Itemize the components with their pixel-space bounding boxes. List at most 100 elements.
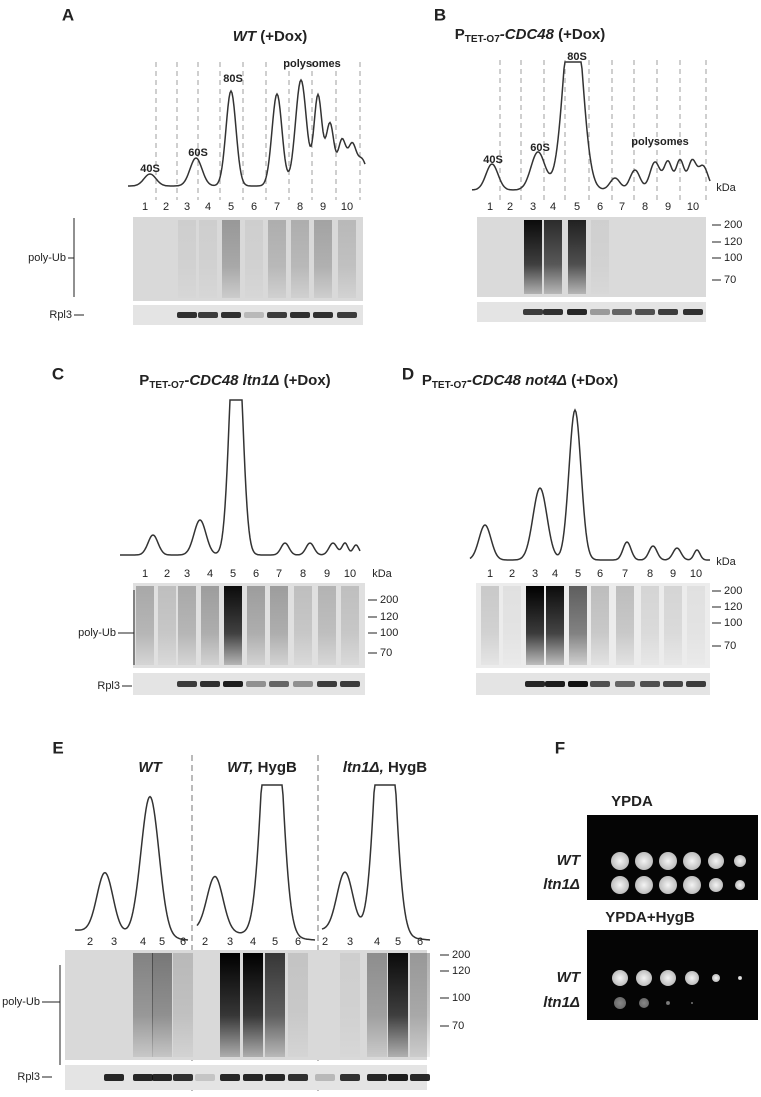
fraction-number: 6	[251, 201, 257, 213]
band	[658, 309, 678, 315]
strain-label: WT	[557, 852, 582, 869]
colony-spot	[614, 997, 626, 1009]
smear	[173, 953, 193, 1057]
fraction-number: 9	[670, 568, 676, 580]
fraction-number: 9	[324, 568, 330, 580]
title-part: (+Dox)	[279, 372, 330, 389]
peak-label: 80S	[567, 51, 587, 63]
fraction-number: 10	[344, 568, 356, 580]
smear	[152, 953, 172, 1057]
fraction-number: 6	[597, 201, 603, 213]
title-part: P	[455, 26, 465, 43]
smear	[133, 953, 153, 1057]
fraction-number: 7	[619, 201, 625, 213]
title-part: (+Dox)	[554, 26, 605, 43]
colony-spot	[735, 880, 745, 890]
peak-label: 40S	[483, 154, 503, 166]
smear	[481, 586, 499, 665]
panel-title: PTET-O7-CDC48 (+Dox)	[455, 26, 605, 45]
band	[388, 1074, 408, 1081]
strain-label: ltn1Δ	[543, 994, 580, 1011]
colony-spot	[683, 876, 701, 894]
smear	[367, 953, 387, 1057]
band	[267, 312, 287, 318]
colony-spot	[683, 852, 701, 870]
fraction-number: 6	[295, 936, 301, 948]
band	[223, 681, 243, 687]
kda-marker: 100	[380, 627, 398, 639]
profile-curve	[469, 408, 710, 561]
fraction-number: 3	[347, 936, 353, 948]
colony-spot	[635, 852, 653, 870]
fraction-number: 6	[253, 568, 259, 580]
band	[220, 1074, 240, 1081]
fraction-number: 3	[184, 568, 190, 580]
band	[288, 1074, 308, 1081]
profile-curve	[196, 784, 316, 941]
condition-label: WT, HygB	[227, 759, 297, 776]
blot-label: Rpl3	[17, 1071, 40, 1083]
fraction-number: 4	[552, 568, 558, 580]
band	[635, 309, 655, 315]
band	[663, 681, 683, 687]
blot-label: poly-Ub	[2, 996, 40, 1008]
smear	[503, 586, 521, 665]
blot	[133, 305, 363, 325]
panel-label: C	[52, 364, 64, 383]
smear	[687, 586, 705, 665]
fraction-number: 10	[341, 201, 353, 213]
profile-curve	[74, 795, 189, 941]
smear	[178, 220, 196, 298]
fraction-number: 5	[574, 201, 580, 213]
fraction-number: 3	[184, 201, 190, 213]
fraction-number: 3	[227, 936, 233, 948]
fraction-number: 4	[550, 201, 556, 213]
smear	[340, 953, 360, 1057]
fraction-number: 1	[142, 568, 148, 580]
band	[640, 681, 660, 687]
colony-spot	[659, 876, 677, 894]
band	[177, 312, 197, 318]
plate-medium: YPDA+HygB	[605, 909, 695, 926]
band	[686, 681, 706, 687]
smear	[410, 953, 430, 1057]
fraction-number: 4	[205, 201, 211, 213]
kda-marker: 200	[452, 949, 470, 961]
smear	[664, 586, 682, 665]
fraction-number: 1	[487, 201, 493, 213]
fraction-number: 2	[509, 568, 515, 580]
condition-part: WT,	[227, 759, 253, 776]
kda-marker: 200	[724, 585, 742, 597]
fraction-number: 8	[642, 201, 648, 213]
panel-label: A	[62, 5, 74, 24]
condition-part: ltn1Δ,	[343, 759, 384, 776]
smear	[338, 220, 356, 298]
kda-marker: 100	[452, 992, 470, 1004]
condition-part: WT	[138, 759, 163, 776]
band	[269, 681, 289, 687]
smear	[222, 220, 240, 298]
fraction-number: 2	[507, 201, 513, 213]
smear	[524, 220, 542, 294]
fraction-number: 7	[274, 201, 280, 213]
smear	[616, 586, 634, 665]
profile-curve	[128, 78, 366, 187]
band	[410, 1074, 430, 1081]
kda-unit: kDa	[716, 556, 736, 568]
kda-marker: 120	[724, 601, 742, 613]
fraction-number: 1	[142, 201, 148, 213]
colony-spot	[734, 855, 746, 867]
fraction-number: 2	[87, 936, 93, 948]
band	[243, 1074, 263, 1081]
fraction-number: 8	[300, 568, 306, 580]
title-part: -CDC48 ltn1Δ	[184, 372, 279, 389]
colony-spot	[611, 852, 629, 870]
panel-label: E	[52, 738, 63, 757]
fraction-number: 4	[374, 936, 380, 948]
colony-spot	[738, 976, 742, 980]
fraction-number: 2	[202, 936, 208, 948]
plate-medium: YPDA	[611, 793, 653, 810]
band	[313, 312, 333, 318]
strain-label: ltn1Δ	[543, 876, 580, 893]
